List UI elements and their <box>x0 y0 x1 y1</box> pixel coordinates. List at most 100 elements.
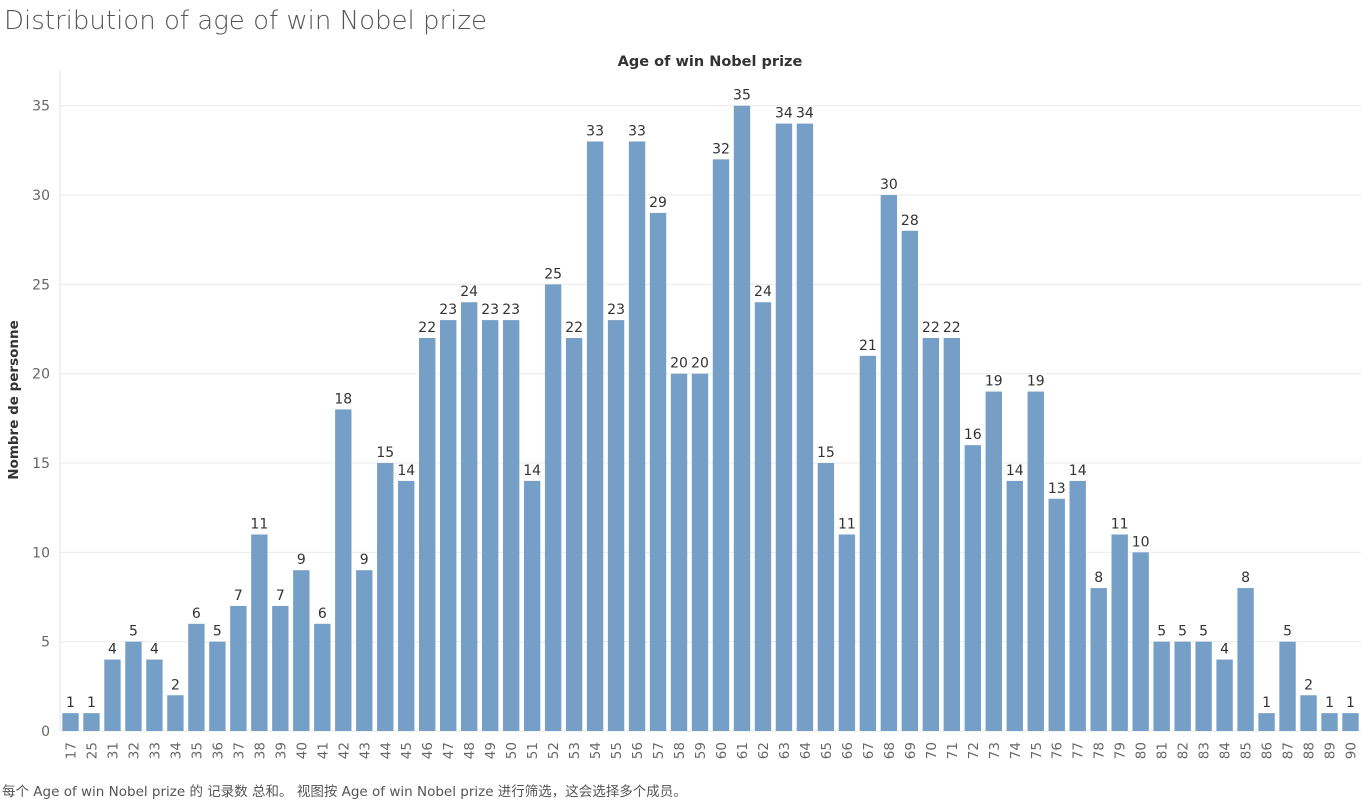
bar-age-87[interactable] <box>1279 641 1296 731</box>
bar-age-42[interactable] <box>335 409 352 731</box>
bar-age-83[interactable] <box>1195 641 1212 731</box>
x-tick-label: 59 <box>693 742 709 759</box>
x-tick-label: 87 <box>1281 742 1297 759</box>
bar-age-90[interactable] <box>1342 713 1359 731</box>
x-tick-label: 65 <box>819 742 835 759</box>
bar-age-51[interactable] <box>523 480 541 731</box>
data-label: 32 <box>712 141 730 157</box>
bar-age-44[interactable] <box>377 463 394 731</box>
bars <box>62 105 1359 731</box>
x-tick-label: 82 <box>1176 742 1192 759</box>
bar-age-48[interactable] <box>461 302 478 731</box>
x-tick-label: 61 <box>735 742 751 759</box>
bar-age-57[interactable] <box>649 212 667 731</box>
x-tick-label: 25 <box>84 742 100 759</box>
bar-age-60[interactable] <box>712 159 730 731</box>
bar-age-40[interactable] <box>293 570 310 731</box>
data-label: 22 <box>565 320 583 336</box>
x-tick-label: 41 <box>315 742 331 759</box>
bar-age-37[interactable] <box>230 605 247 731</box>
bar-age-67[interactable] <box>859 355 877 731</box>
bar-age-25[interactable] <box>83 713 100 731</box>
bar-age-35[interactable] <box>188 623 205 731</box>
bar-age-89[interactable] <box>1321 713 1338 731</box>
bar-age-73[interactable] <box>985 391 1002 731</box>
x-tick-label: 64 <box>798 742 814 759</box>
x-tick-label: 32 <box>126 742 142 759</box>
x-tick-label: 33 <box>147 742 163 759</box>
bar-age-38[interactable] <box>251 534 268 731</box>
x-tick-label: 54 <box>588 742 604 759</box>
bar-age-88[interactable] <box>1300 695 1317 731</box>
bar-age-84[interactable] <box>1216 659 1233 731</box>
bar-age-55[interactable] <box>607 320 625 731</box>
bar-age-45[interactable] <box>398 480 415 731</box>
data-label: 2 <box>171 677 180 693</box>
data-label: 18 <box>334 391 352 407</box>
bar-age-39[interactable] <box>272 605 289 731</box>
bar-age-80[interactable] <box>1132 552 1149 731</box>
bar-age-52[interactable] <box>544 284 562 731</box>
bar-age-17[interactable] <box>62 713 79 731</box>
bar-age-58[interactable] <box>670 373 688 731</box>
bar-age-65[interactable] <box>817 463 835 731</box>
bar-age-54[interactable] <box>586 141 604 731</box>
bar-age-75[interactable] <box>1027 391 1044 731</box>
bar-age-43[interactable] <box>356 570 373 731</box>
x-axis-ticks: 17 25 31 32 33 34 35 36 37 38 39 40 41 42 43 44 45 46 47 48… <box>63 742 1359 759</box>
bar-age-53[interactable] <box>565 337 583 731</box>
bar-age-46[interactable] <box>419 337 436 731</box>
x-tick-label: 84 <box>1218 742 1234 759</box>
x-tick-label: 39 <box>273 742 289 759</box>
bar-age-71[interactable] <box>943 337 960 731</box>
bar-age-61[interactable] <box>733 105 751 731</box>
bar-age-68[interactable] <box>880 195 898 731</box>
bar-age-62[interactable] <box>754 302 772 731</box>
x-tick-label: 89 <box>1323 742 1339 759</box>
bar-age-82[interactable] <box>1174 641 1191 731</box>
bar-age-47[interactable] <box>440 320 457 731</box>
x-tick-label: 31 <box>105 742 121 759</box>
bar-age-66[interactable] <box>838 534 856 731</box>
bar-age-85[interactable] <box>1237 588 1254 731</box>
x-tick-label: 44 <box>378 742 394 759</box>
bar-age-36[interactable] <box>209 641 226 731</box>
x-tick-label: 47 <box>441 742 457 759</box>
bar-age-78[interactable] <box>1090 588 1107 731</box>
bar-age-86[interactable] <box>1258 713 1275 731</box>
x-tick-label: 48 <box>462 742 478 759</box>
bar-age-81[interactable] <box>1153 641 1170 731</box>
bar-age-31[interactable] <box>104 659 121 731</box>
data-label: 13 <box>1048 481 1066 497</box>
bar-age-59[interactable] <box>691 373 709 731</box>
bar-age-69[interactable] <box>901 230 919 731</box>
bar-age-63[interactable] <box>775 123 793 731</box>
bar-age-41[interactable] <box>314 623 331 731</box>
bar-age-32[interactable] <box>125 641 142 731</box>
bar-age-72[interactable] <box>964 445 981 731</box>
bar-age-50[interactable] <box>502 320 520 731</box>
x-tick-label: 69 <box>903 742 919 759</box>
y-tick-label: 0 <box>41 724 50 740</box>
bar-age-76[interactable] <box>1048 498 1065 731</box>
data-label: 1 <box>1262 695 1271 711</box>
bar-age-56[interactable] <box>628 141 646 731</box>
bar-age-74[interactable] <box>1006 480 1023 731</box>
bar-age-33[interactable] <box>146 659 163 731</box>
bar-age-64[interactable] <box>796 123 814 731</box>
data-label: 4 <box>1220 642 1229 658</box>
x-tick-label: 49 <box>483 742 499 759</box>
chart-title: Age of win Nobel prize <box>618 54 803 70</box>
bar-age-49[interactable] <box>481 320 499 731</box>
x-tick-label: 78 <box>1092 742 1108 759</box>
data-label: 29 <box>649 195 667 211</box>
bar-age-77[interactable] <box>1069 480 1086 731</box>
data-label: 35 <box>733 88 751 104</box>
y-tick-label: 15 <box>32 456 50 472</box>
bar-age-79[interactable] <box>1111 534 1128 731</box>
bar-age-34[interactable] <box>167 695 184 731</box>
data-label: 10 <box>1132 534 1150 550</box>
bar-age-70[interactable] <box>922 337 940 731</box>
data-label: 19 <box>985 374 1003 390</box>
